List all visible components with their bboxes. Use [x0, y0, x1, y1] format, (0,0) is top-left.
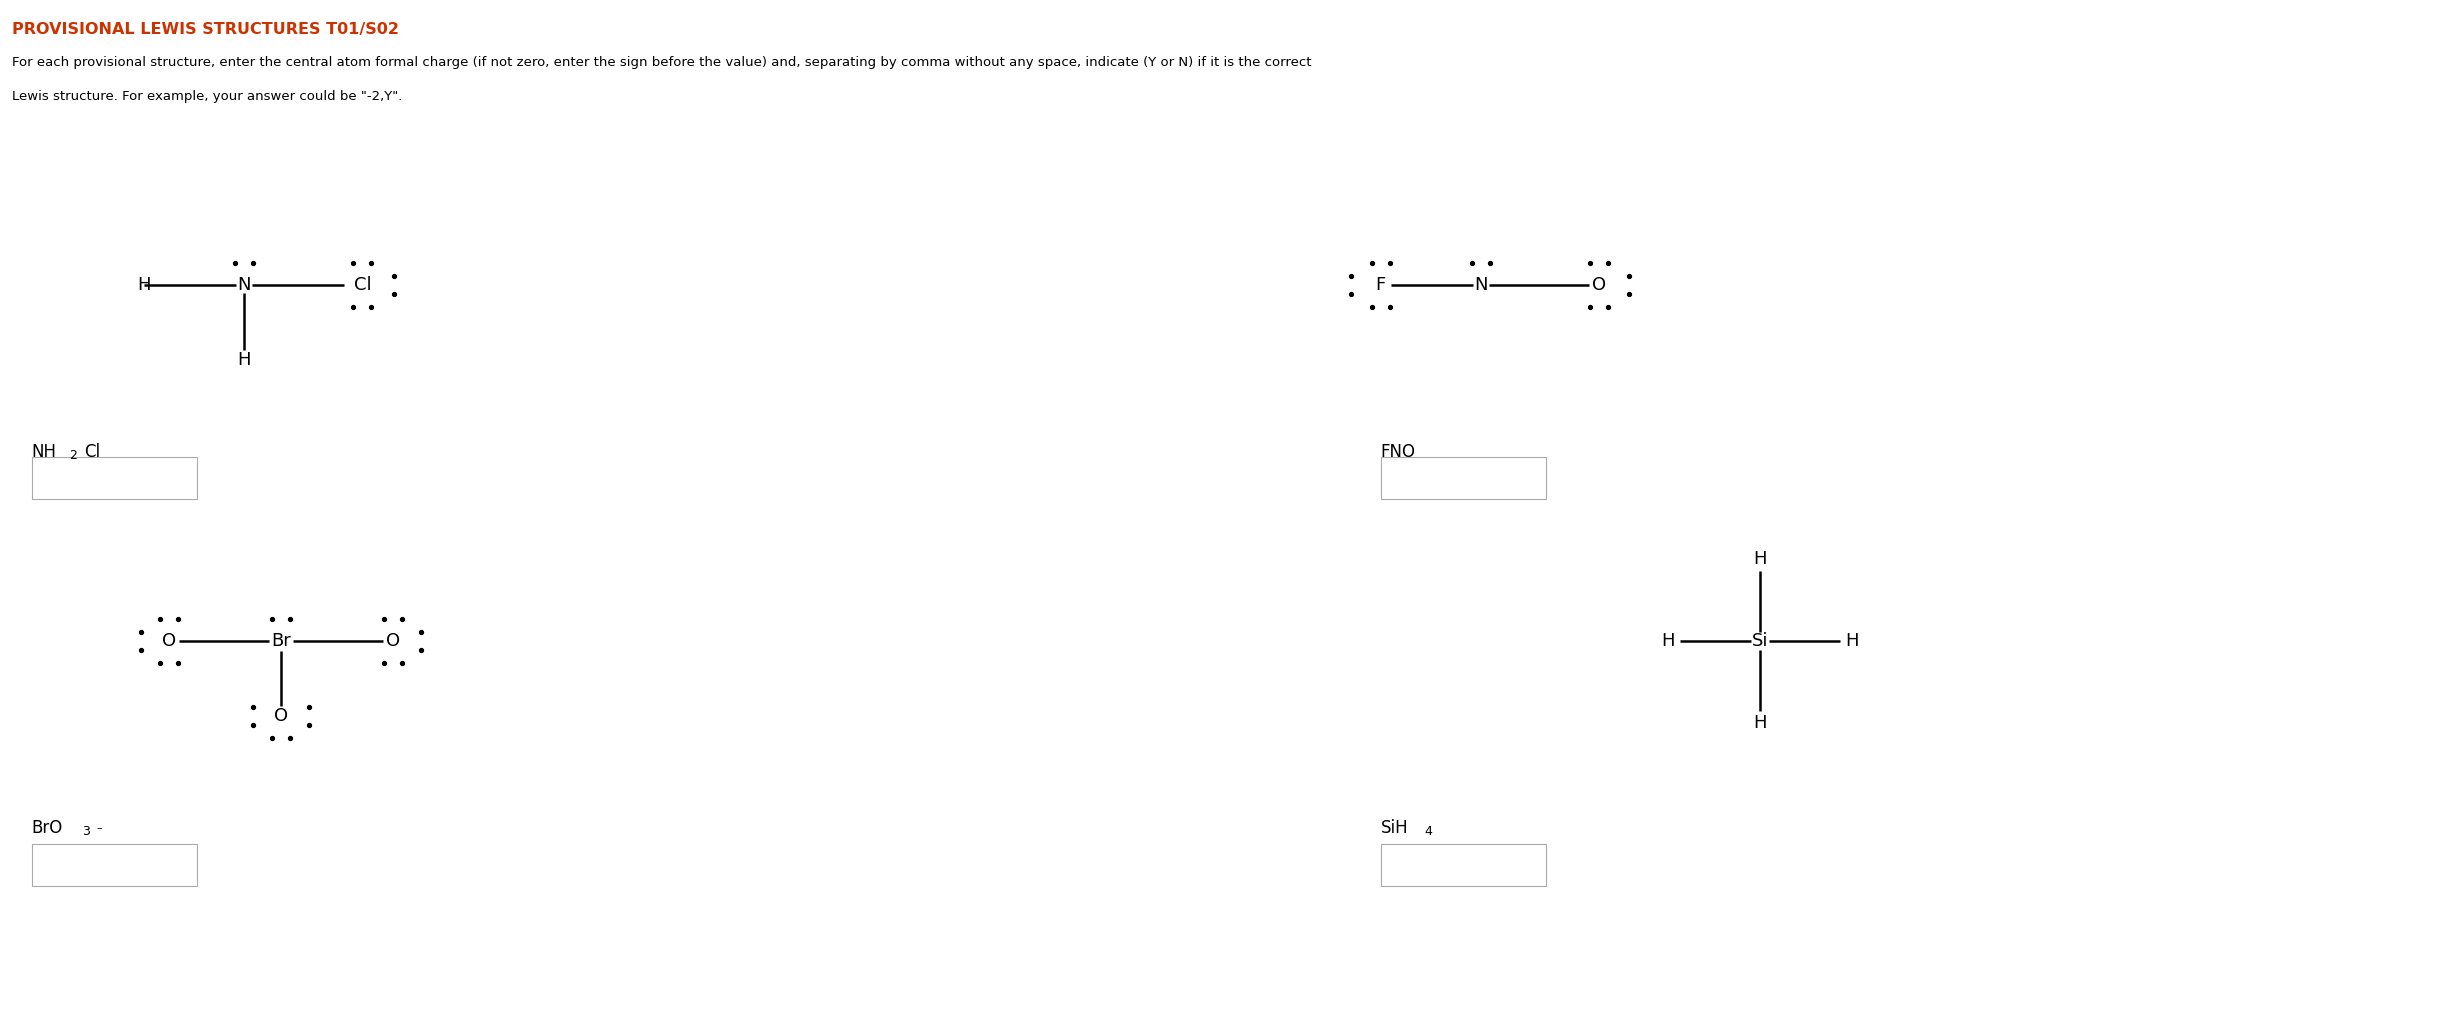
Text: 2: 2 — [68, 449, 76, 462]
Text: N: N — [237, 276, 252, 294]
Text: Si: Si — [1752, 632, 1767, 651]
Text: O: O — [274, 708, 288, 726]
Text: BrO: BrO — [32, 819, 64, 838]
Text: O: O — [1591, 276, 1606, 294]
Text: H: H — [1752, 551, 1767, 568]
Text: NH: NH — [32, 443, 56, 461]
Text: FNO: FNO — [1381, 443, 1415, 461]
Text: O: O — [161, 632, 176, 651]
FancyBboxPatch shape — [32, 844, 198, 886]
Text: H: H — [1845, 632, 1857, 651]
Text: H: H — [137, 276, 152, 294]
FancyBboxPatch shape — [1381, 457, 1547, 499]
Text: –: – — [98, 824, 103, 834]
Text: O: O — [386, 632, 401, 651]
Text: H: H — [1752, 715, 1767, 732]
Text: H: H — [1662, 632, 1674, 651]
Text: Cl: Cl — [354, 276, 371, 294]
Text: F: F — [1376, 276, 1386, 294]
Text: 3: 3 — [81, 826, 90, 839]
Text: H: H — [237, 351, 252, 370]
Text: N: N — [1474, 276, 1488, 294]
Text: Cl: Cl — [83, 443, 100, 461]
Text: Lewis structure. For example, your answer could be "-2,Y".: Lewis structure. For example, your answe… — [12, 90, 403, 103]
FancyBboxPatch shape — [1381, 844, 1547, 886]
Text: SiH: SiH — [1381, 819, 1408, 838]
FancyBboxPatch shape — [32, 457, 198, 499]
Text: 4: 4 — [1425, 826, 1432, 839]
Text: Br: Br — [271, 632, 291, 651]
Text: For each provisional structure, enter the central atom formal charge (if not zer: For each provisional structure, enter th… — [12, 56, 1312, 69]
Text: PROVISIONAL LEWIS STRUCTURES T01/S02: PROVISIONAL LEWIS STRUCTURES T01/S02 — [12, 22, 398, 38]
